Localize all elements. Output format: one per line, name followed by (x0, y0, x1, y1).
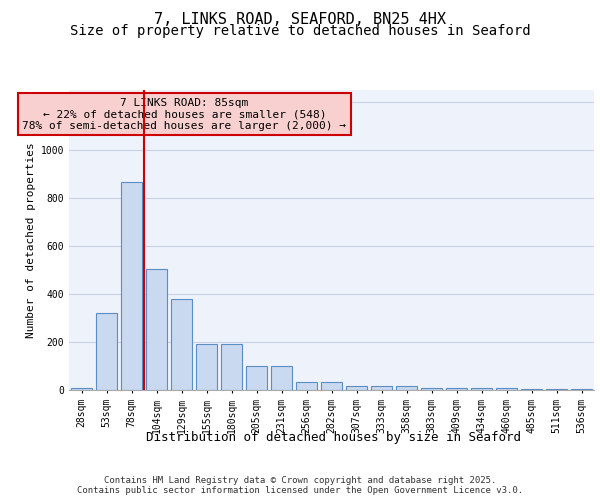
Bar (371, 386, 392, 390)
Bar (146, 269, 167, 390)
Bar (471, 388, 492, 390)
Bar (496, 388, 517, 390)
Text: 7, LINKS ROAD, SEAFORD, BN25 4HX: 7, LINKS ROAD, SEAFORD, BN25 4HX (154, 12, 446, 28)
Text: Contains HM Land Registry data © Crown copyright and database right 2025.
Contai: Contains HM Land Registry data © Crown c… (77, 476, 523, 495)
Bar (446, 388, 467, 390)
Bar (546, 389, 567, 390)
Bar (296, 382, 317, 390)
Bar (246, 366, 267, 390)
Text: Distribution of detached houses by size in Seaford: Distribution of detached houses by size … (146, 431, 521, 444)
Y-axis label: Number of detached properties: Number of detached properties (26, 142, 37, 338)
Bar (521, 389, 542, 390)
Bar (271, 366, 292, 390)
Bar (121, 182, 142, 390)
Bar (396, 386, 417, 390)
Bar (221, 344, 242, 390)
Bar (346, 386, 367, 390)
Bar (421, 388, 442, 390)
Text: Size of property relative to detached houses in Seaford: Size of property relative to detached ho… (70, 24, 530, 38)
Bar (196, 344, 217, 390)
Bar (96, 313, 117, 390)
Bar (321, 382, 342, 390)
Bar (71, 388, 92, 390)
Text: 7 LINKS ROAD: 85sqm
← 22% of detached houses are smaller (548)
78% of semi-detac: 7 LINKS ROAD: 85sqm ← 22% of detached ho… (23, 98, 347, 130)
Bar (171, 299, 192, 390)
Bar (571, 389, 592, 390)
